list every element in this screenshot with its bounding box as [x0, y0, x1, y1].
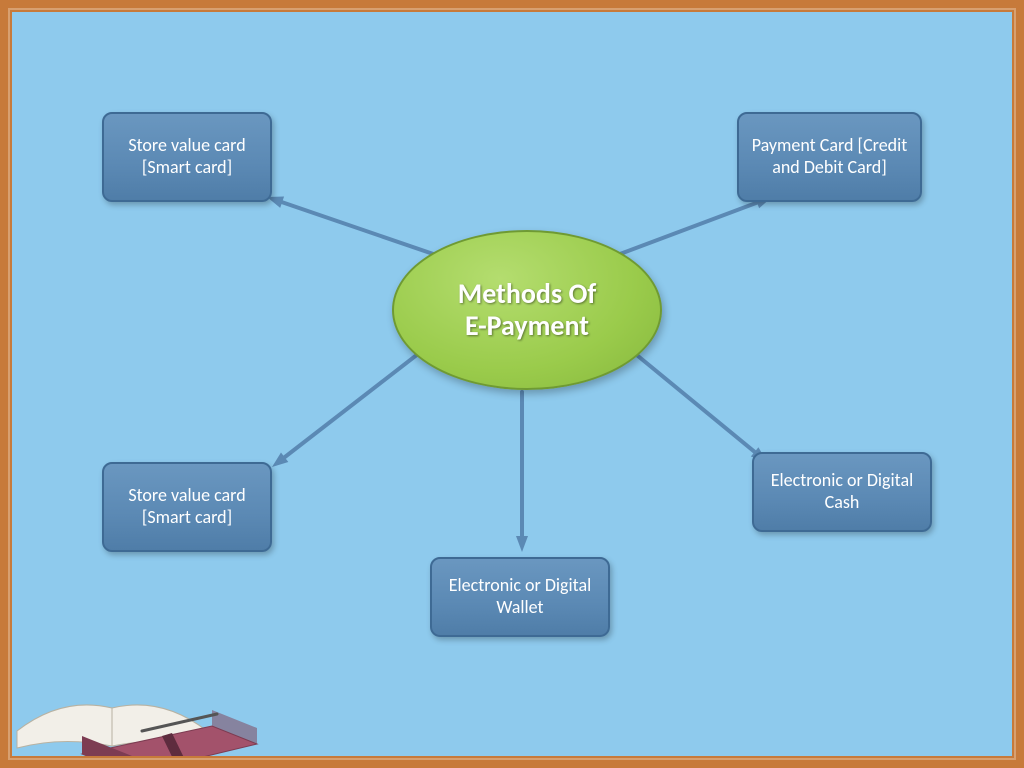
- node-label: Store value card [Smart card]: [114, 135, 260, 178]
- node-digital-cash: Electronic or Digital Cash: [752, 452, 932, 532]
- node-label: Electronic or Digital Wallet: [442, 575, 598, 618]
- book-decor-icon: [12, 636, 272, 756]
- node-store-value-bottom: Store value card [Smart card]: [102, 462, 272, 552]
- slide-frame-inner: Methods Of E-Payment Store value card [S…: [8, 8, 1016, 760]
- node-label: Store value card [Smart card]: [114, 485, 260, 528]
- node-label: Payment Card [Credit and Debit Card]: [749, 135, 910, 178]
- center-ellipse: Methods Of E-Payment: [392, 230, 662, 390]
- center-title-line1: Methods Of: [458, 276, 596, 311]
- center-title-line2: E-Payment: [465, 308, 589, 343]
- diagram-canvas: Methods Of E-Payment Store value card [S…: [12, 12, 1012, 756]
- node-label: Electronic or Digital Cash: [764, 470, 920, 513]
- slide-frame: Methods Of E-Payment Store value card [S…: [0, 0, 1024, 768]
- node-payment-card: Payment Card [Credit and Debit Card]: [737, 112, 922, 202]
- node-digital-wallet: Electronic or Digital Wallet: [430, 557, 610, 637]
- node-store-value-top: Store value card [Smart card]: [102, 112, 272, 202]
- center-title: Methods Of E-Payment: [448, 278, 606, 342]
